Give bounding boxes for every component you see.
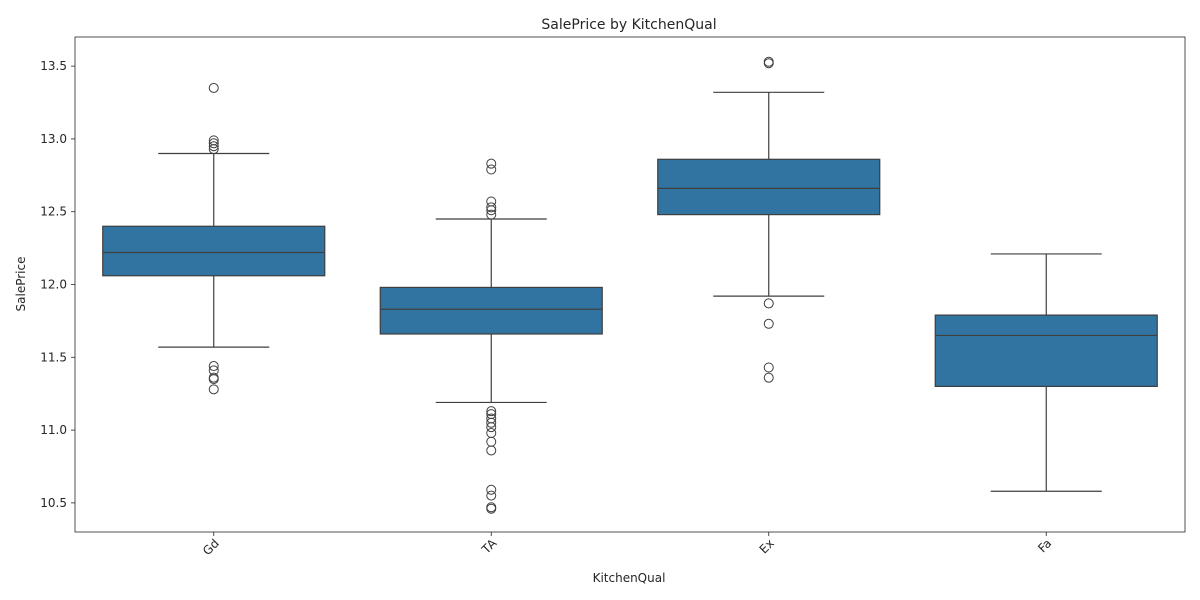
box-group-ex — [657, 56, 881, 383]
y-axis: 10.5 11.0 11.5 12.0 12.5 13.0 13.5 — [40, 59, 75, 510]
outlier-point — [763, 298, 774, 309]
box — [102, 225, 326, 277]
outlier-point — [208, 82, 219, 93]
chart-title: SalePrice by KitchenQual — [541, 17, 716, 33]
box — [379, 286, 603, 335]
outlier-point — [208, 384, 219, 395]
outlier-point — [486, 503, 497, 514]
outlier-point — [763, 372, 774, 383]
outlier-point — [208, 138, 219, 149]
outlier-point — [486, 490, 497, 501]
outlier-point — [208, 144, 219, 155]
y-tick-label: 13.5 — [40, 59, 67, 73]
outlier-point — [486, 417, 497, 428]
outlier-point — [486, 445, 497, 456]
outlier-point — [486, 202, 497, 213]
outlier-point — [763, 58, 774, 69]
x-tick-label: Gd — [200, 536, 222, 558]
x-tick-label: TA — [478, 536, 499, 557]
y-tick-label: 10.5 — [40, 496, 67, 510]
outlier-point — [208, 361, 219, 372]
y-tick-label: 12.5 — [40, 205, 67, 219]
box — [934, 314, 1158, 388]
outlier-point — [763, 318, 774, 329]
outlier-point — [486, 484, 497, 495]
outlier-point — [486, 406, 497, 417]
y-axis-label: SalePrice — [14, 257, 28, 312]
y-tick-label: 11.5 — [40, 350, 67, 364]
y-tick-label: 12.0 — [40, 278, 67, 292]
y-tick-label: 11.0 — [40, 423, 67, 437]
x-tick-label: Fa — [1035, 536, 1054, 555]
outlier-point — [486, 205, 497, 216]
outlier-point — [486, 436, 497, 447]
box-group-ta — [379, 158, 603, 514]
outlier-point — [486, 209, 497, 220]
outlier-point — [486, 422, 497, 433]
x-axis: Gd TA Ex Fa — [200, 532, 1054, 558]
y-tick-label: 13.0 — [40, 132, 67, 146]
plot-area — [102, 56, 1158, 514]
outlier-point — [486, 158, 497, 169]
x-axis-label: KitchenQual — [593, 571, 666, 585]
outlier-point — [763, 362, 774, 373]
x-tick-label: Ex — [757, 536, 777, 556]
plot-frame — [74, 36, 1186, 533]
box-group-gd — [102, 82, 326, 395]
outlier-point — [208, 141, 219, 152]
outlier-point — [486, 164, 497, 175]
outlier-point — [208, 374, 219, 385]
outlier-point — [486, 428, 497, 438]
box-group-fa — [934, 253, 1158, 492]
box — [657, 158, 881, 216]
